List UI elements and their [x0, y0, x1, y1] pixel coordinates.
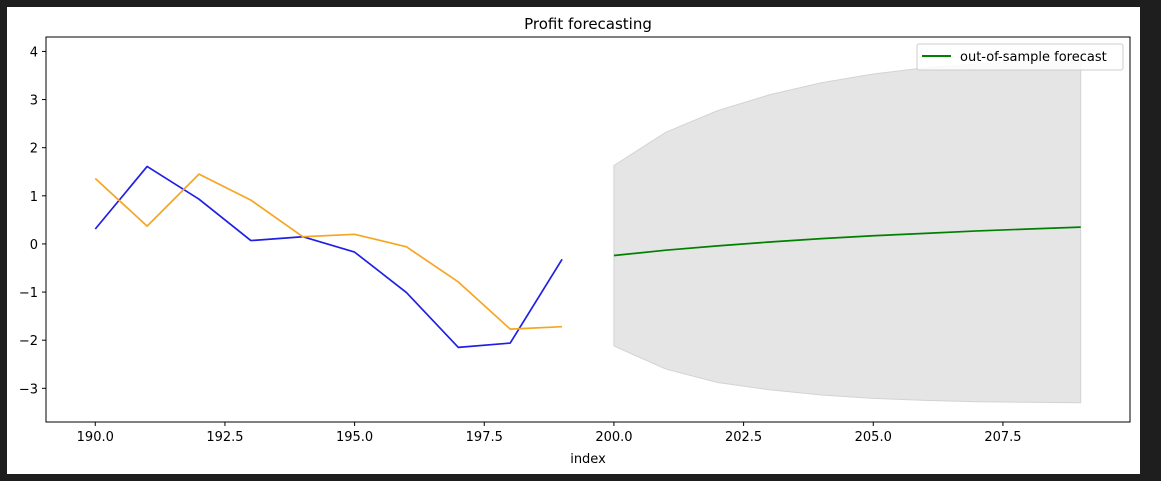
y-tick-label: 1 [30, 190, 38, 205]
chart-svg: Profit forecasting index 190.0 192.5 195.0… [19, 15, 1131, 467]
x-axis-label: index [570, 452, 606, 467]
x-tick-label: 195.0 [336, 430, 373, 445]
x-tick-label: 202.5 [725, 430, 762, 445]
x-tick-label: 200.0 [595, 430, 632, 445]
y-tick-label: −1 [19, 286, 38, 301]
x-tick-label: 207.5 [984, 430, 1021, 445]
axes-layer: 190.0 192.5 195.0 197.5 200.0 202.5 205.0 207.5… [19, 36, 1131, 445]
x-tick-label: 192.5 [206, 430, 243, 445]
x-tick-label: 205.0 [855, 430, 892, 445]
plot-frame [45, 36, 1131, 423]
series-layer [94, 165, 1081, 349]
y-tick-label: 3 [30, 94, 38, 109]
y-tick-label: 0 [30, 238, 38, 253]
confidence-band-layer [613, 58, 1082, 404]
x-tick-label: 197.5 [466, 430, 503, 445]
confidence-band [613, 58, 1082, 404]
series-line-2 [94, 173, 563, 330]
legend-label-forecast: out-of-sample forecast [960, 50, 1107, 65]
y-tick-label: 2 [30, 142, 38, 157]
series-line-1 [94, 165, 563, 349]
x-tick-label: 190.0 [77, 430, 114, 445]
y-tick-label: −3 [19, 382, 38, 397]
chart-title: Profit forecasting [524, 15, 652, 33]
legend: out-of-sample forecast [916, 43, 1124, 71]
y-tick-label: −2 [19, 334, 38, 349]
y-tick-label: 4 [30, 45, 38, 60]
chart-figure: Profit forecasting index 190.0 192.5 195.0… [7, 7, 1140, 474]
legend-box [916, 43, 1124, 71]
series-line-3 [613, 226, 1081, 257]
